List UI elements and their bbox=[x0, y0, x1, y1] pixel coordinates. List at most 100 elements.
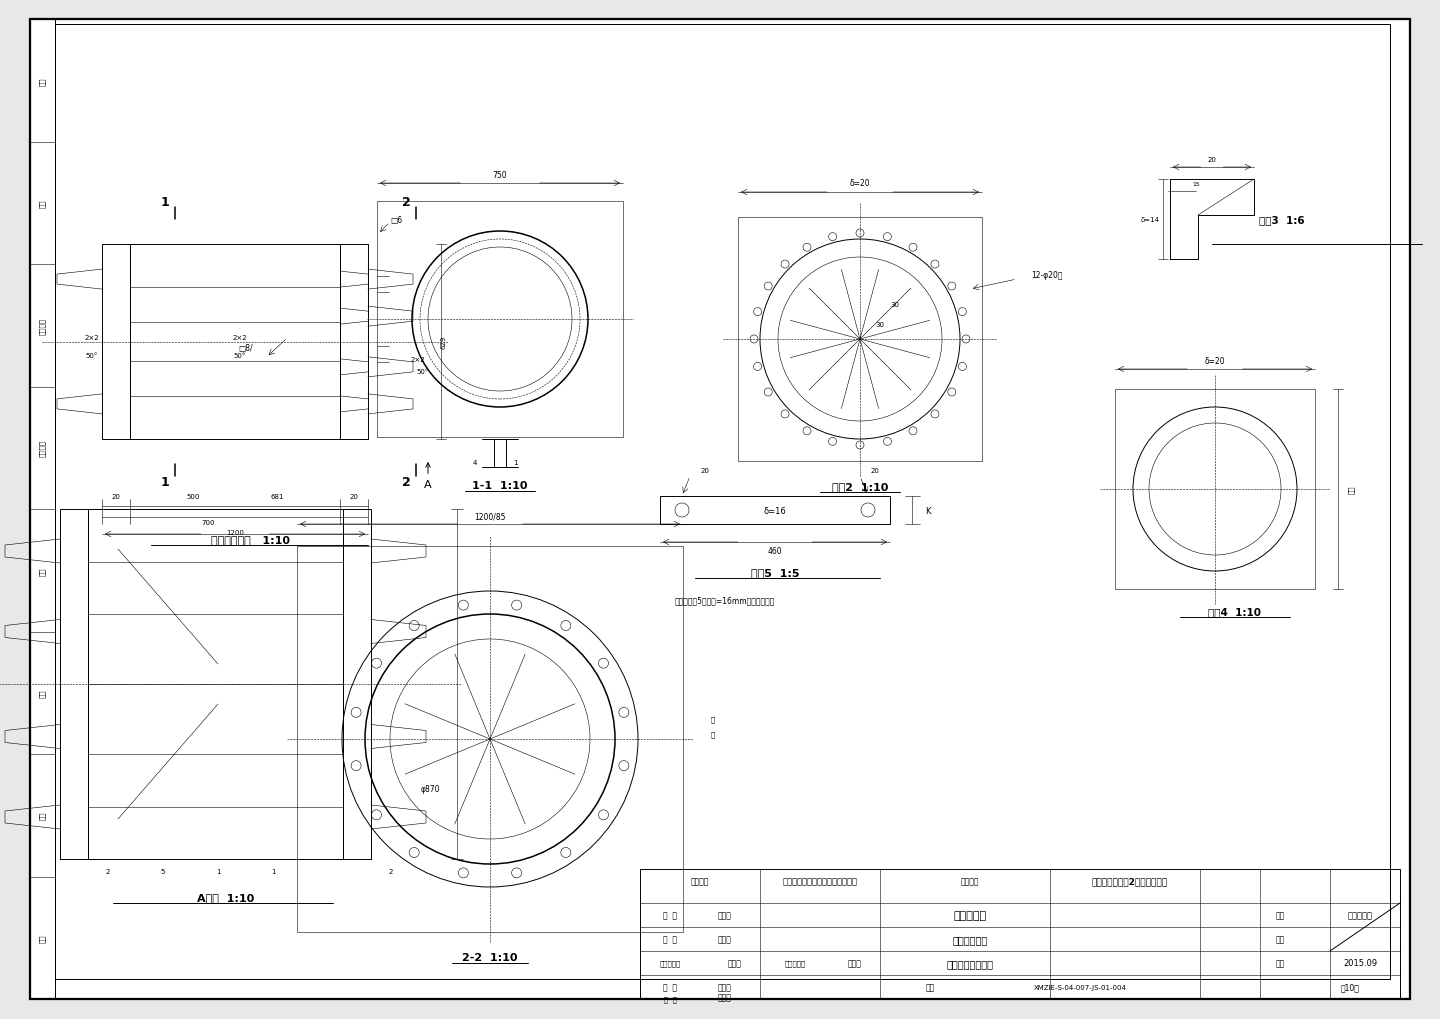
Text: 460: 460 bbox=[768, 546, 782, 555]
Text: 图号: 图号 bbox=[926, 982, 935, 991]
Text: 30: 30 bbox=[876, 322, 884, 328]
Bar bbox=[340, 245, 369, 439]
Bar bbox=[88, 510, 343, 859]
Text: 12-φ20孔: 12-φ20孔 bbox=[1031, 270, 1063, 279]
Text: 戴阿坤: 戴阿坤 bbox=[848, 959, 863, 968]
Text: φ870: φ870 bbox=[420, 785, 439, 794]
Text: 1-1  1:10: 1-1 1:10 bbox=[472, 481, 527, 490]
Text: 厚: 厚 bbox=[711, 731, 716, 738]
Text: 20: 20 bbox=[111, 493, 121, 499]
Text: 2: 2 bbox=[389, 868, 393, 874]
Text: 黄朝阳: 黄朝阳 bbox=[729, 959, 742, 968]
Text: 钢支撑详图（二）: 钢支撑详图（二） bbox=[946, 958, 994, 968]
Text: 审  定: 审 定 bbox=[662, 911, 677, 919]
Text: 750: 750 bbox=[492, 171, 507, 180]
Text: 30: 30 bbox=[890, 302, 900, 308]
Bar bbox=[30, 20, 55, 999]
Text: 700: 700 bbox=[202, 520, 215, 526]
Text: 厦门市轨道交通2号线一期工程: 厦门市轨道交通2号线一期工程 bbox=[1092, 876, 1168, 886]
Text: 共10张: 共10张 bbox=[1341, 982, 1359, 991]
Text: 零件4  1:10: 零件4 1:10 bbox=[1208, 606, 1261, 616]
Text: 施工图设计: 施工图设计 bbox=[1348, 911, 1372, 919]
Text: 徐小红: 徐小红 bbox=[719, 982, 732, 991]
Bar bbox=[739, 218, 982, 462]
Text: 更改单号: 更改单号 bbox=[39, 318, 45, 334]
Text: 体育中心站: 体育中心站 bbox=[953, 910, 986, 920]
Bar bbox=[1115, 389, 1315, 589]
Text: 零件3  1:6: 零件3 1:6 bbox=[1259, 215, 1305, 225]
Text: 4: 4 bbox=[472, 460, 477, 466]
Text: 单位名称: 单位名称 bbox=[691, 876, 710, 886]
Text: 比例: 比例 bbox=[1276, 934, 1284, 944]
Text: 板: 板 bbox=[711, 716, 716, 722]
Text: 50°: 50° bbox=[416, 369, 429, 374]
Text: A向图  1:10: A向图 1:10 bbox=[197, 892, 253, 902]
Text: 数量: 数量 bbox=[39, 811, 45, 819]
Text: 5: 5 bbox=[161, 868, 166, 874]
Text: 20: 20 bbox=[701, 468, 710, 474]
Text: 材料: 材料 bbox=[39, 933, 45, 943]
Text: 2×2: 2×2 bbox=[85, 334, 99, 340]
Text: 20: 20 bbox=[1208, 157, 1217, 163]
Text: 20: 20 bbox=[350, 493, 359, 499]
Text: A: A bbox=[425, 464, 432, 489]
Text: 设  计: 设 计 bbox=[664, 996, 677, 1003]
Text: 项目名称: 项目名称 bbox=[960, 876, 979, 886]
Text: XMZIE-S-04-007-JS-01-004: XMZIE-S-04-007-JS-01-004 bbox=[1034, 984, 1126, 990]
Text: 张正磊: 张正磊 bbox=[719, 934, 732, 944]
Text: δ=14: δ=14 bbox=[1140, 217, 1159, 223]
Text: 50°: 50° bbox=[86, 354, 98, 359]
Text: 中铁第一勘察设计院集团有限公司: 中铁第一勘察设计院集团有限公司 bbox=[782, 876, 857, 886]
Text: 零件2  1:10: 零件2 1:10 bbox=[832, 482, 888, 491]
Bar bbox=[343, 510, 372, 859]
Text: 1200: 1200 bbox=[226, 530, 243, 535]
Text: □6: □6 bbox=[390, 215, 402, 224]
Text: 2: 2 bbox=[402, 197, 410, 209]
Text: δ=20: δ=20 bbox=[1205, 357, 1225, 365]
Text: 日期: 日期 bbox=[39, 76, 45, 86]
Text: δ=16: δ=16 bbox=[763, 506, 786, 515]
Text: 固定端头大样   1:10: 固定端头大样 1:10 bbox=[210, 535, 289, 544]
Text: 2×2: 2×2 bbox=[233, 334, 248, 340]
Text: 审  核: 审 核 bbox=[662, 934, 677, 944]
Bar bbox=[660, 496, 890, 525]
Text: 板厚: 板厚 bbox=[1348, 485, 1354, 494]
Text: 主体围护结构: 主体围护结构 bbox=[952, 934, 988, 944]
Text: 1200/85: 1200/85 bbox=[474, 512, 505, 521]
Text: 2015.09: 2015.09 bbox=[1344, 959, 1377, 968]
Text: 500: 500 bbox=[186, 493, 200, 499]
Text: 1: 1 bbox=[216, 868, 220, 874]
Text: 15: 15 bbox=[1192, 181, 1200, 186]
Text: 20: 20 bbox=[871, 468, 880, 474]
Text: 专业负责人: 专业负责人 bbox=[785, 960, 805, 966]
Text: 2: 2 bbox=[105, 868, 111, 874]
Text: 更改标记: 更改标记 bbox=[39, 440, 45, 457]
Text: 日期: 日期 bbox=[1276, 959, 1284, 968]
Bar bbox=[297, 546, 683, 932]
Bar bbox=[377, 202, 624, 437]
Text: 681: 681 bbox=[271, 493, 284, 499]
Text: K: K bbox=[926, 506, 930, 515]
Text: δ=20: δ=20 bbox=[850, 179, 870, 189]
Bar bbox=[60, 510, 88, 859]
Text: 李小勇: 李小勇 bbox=[719, 911, 732, 919]
Text: 规格: 规格 bbox=[39, 689, 45, 697]
Text: 2-2  1:10: 2-2 1:10 bbox=[462, 952, 518, 962]
Text: 50°: 50° bbox=[233, 354, 246, 359]
Text: 629: 629 bbox=[441, 335, 446, 348]
Text: □8/: □8/ bbox=[238, 343, 253, 353]
Text: 洪承磊: 洪承磊 bbox=[719, 993, 732, 1002]
Text: 校  核: 校 核 bbox=[662, 982, 677, 991]
Text: 编号: 编号 bbox=[39, 567, 45, 575]
Text: 1: 1 bbox=[161, 197, 170, 209]
Text: 备注：零件5总数量=16mm钢板若干块数: 备注：零件5总数量=16mm钢板若干块数 bbox=[675, 596, 775, 605]
Text: 签名: 签名 bbox=[39, 200, 45, 208]
Text: 1: 1 bbox=[271, 868, 275, 874]
Bar bbox=[130, 245, 340, 439]
Text: 零件5  1:5: 零件5 1:5 bbox=[750, 568, 799, 578]
Bar bbox=[102, 245, 130, 439]
Text: 1: 1 bbox=[161, 475, 170, 488]
Text: 2: 2 bbox=[402, 475, 410, 488]
Text: 1: 1 bbox=[513, 460, 517, 466]
Text: 项目负责人: 项目负责人 bbox=[660, 960, 681, 966]
